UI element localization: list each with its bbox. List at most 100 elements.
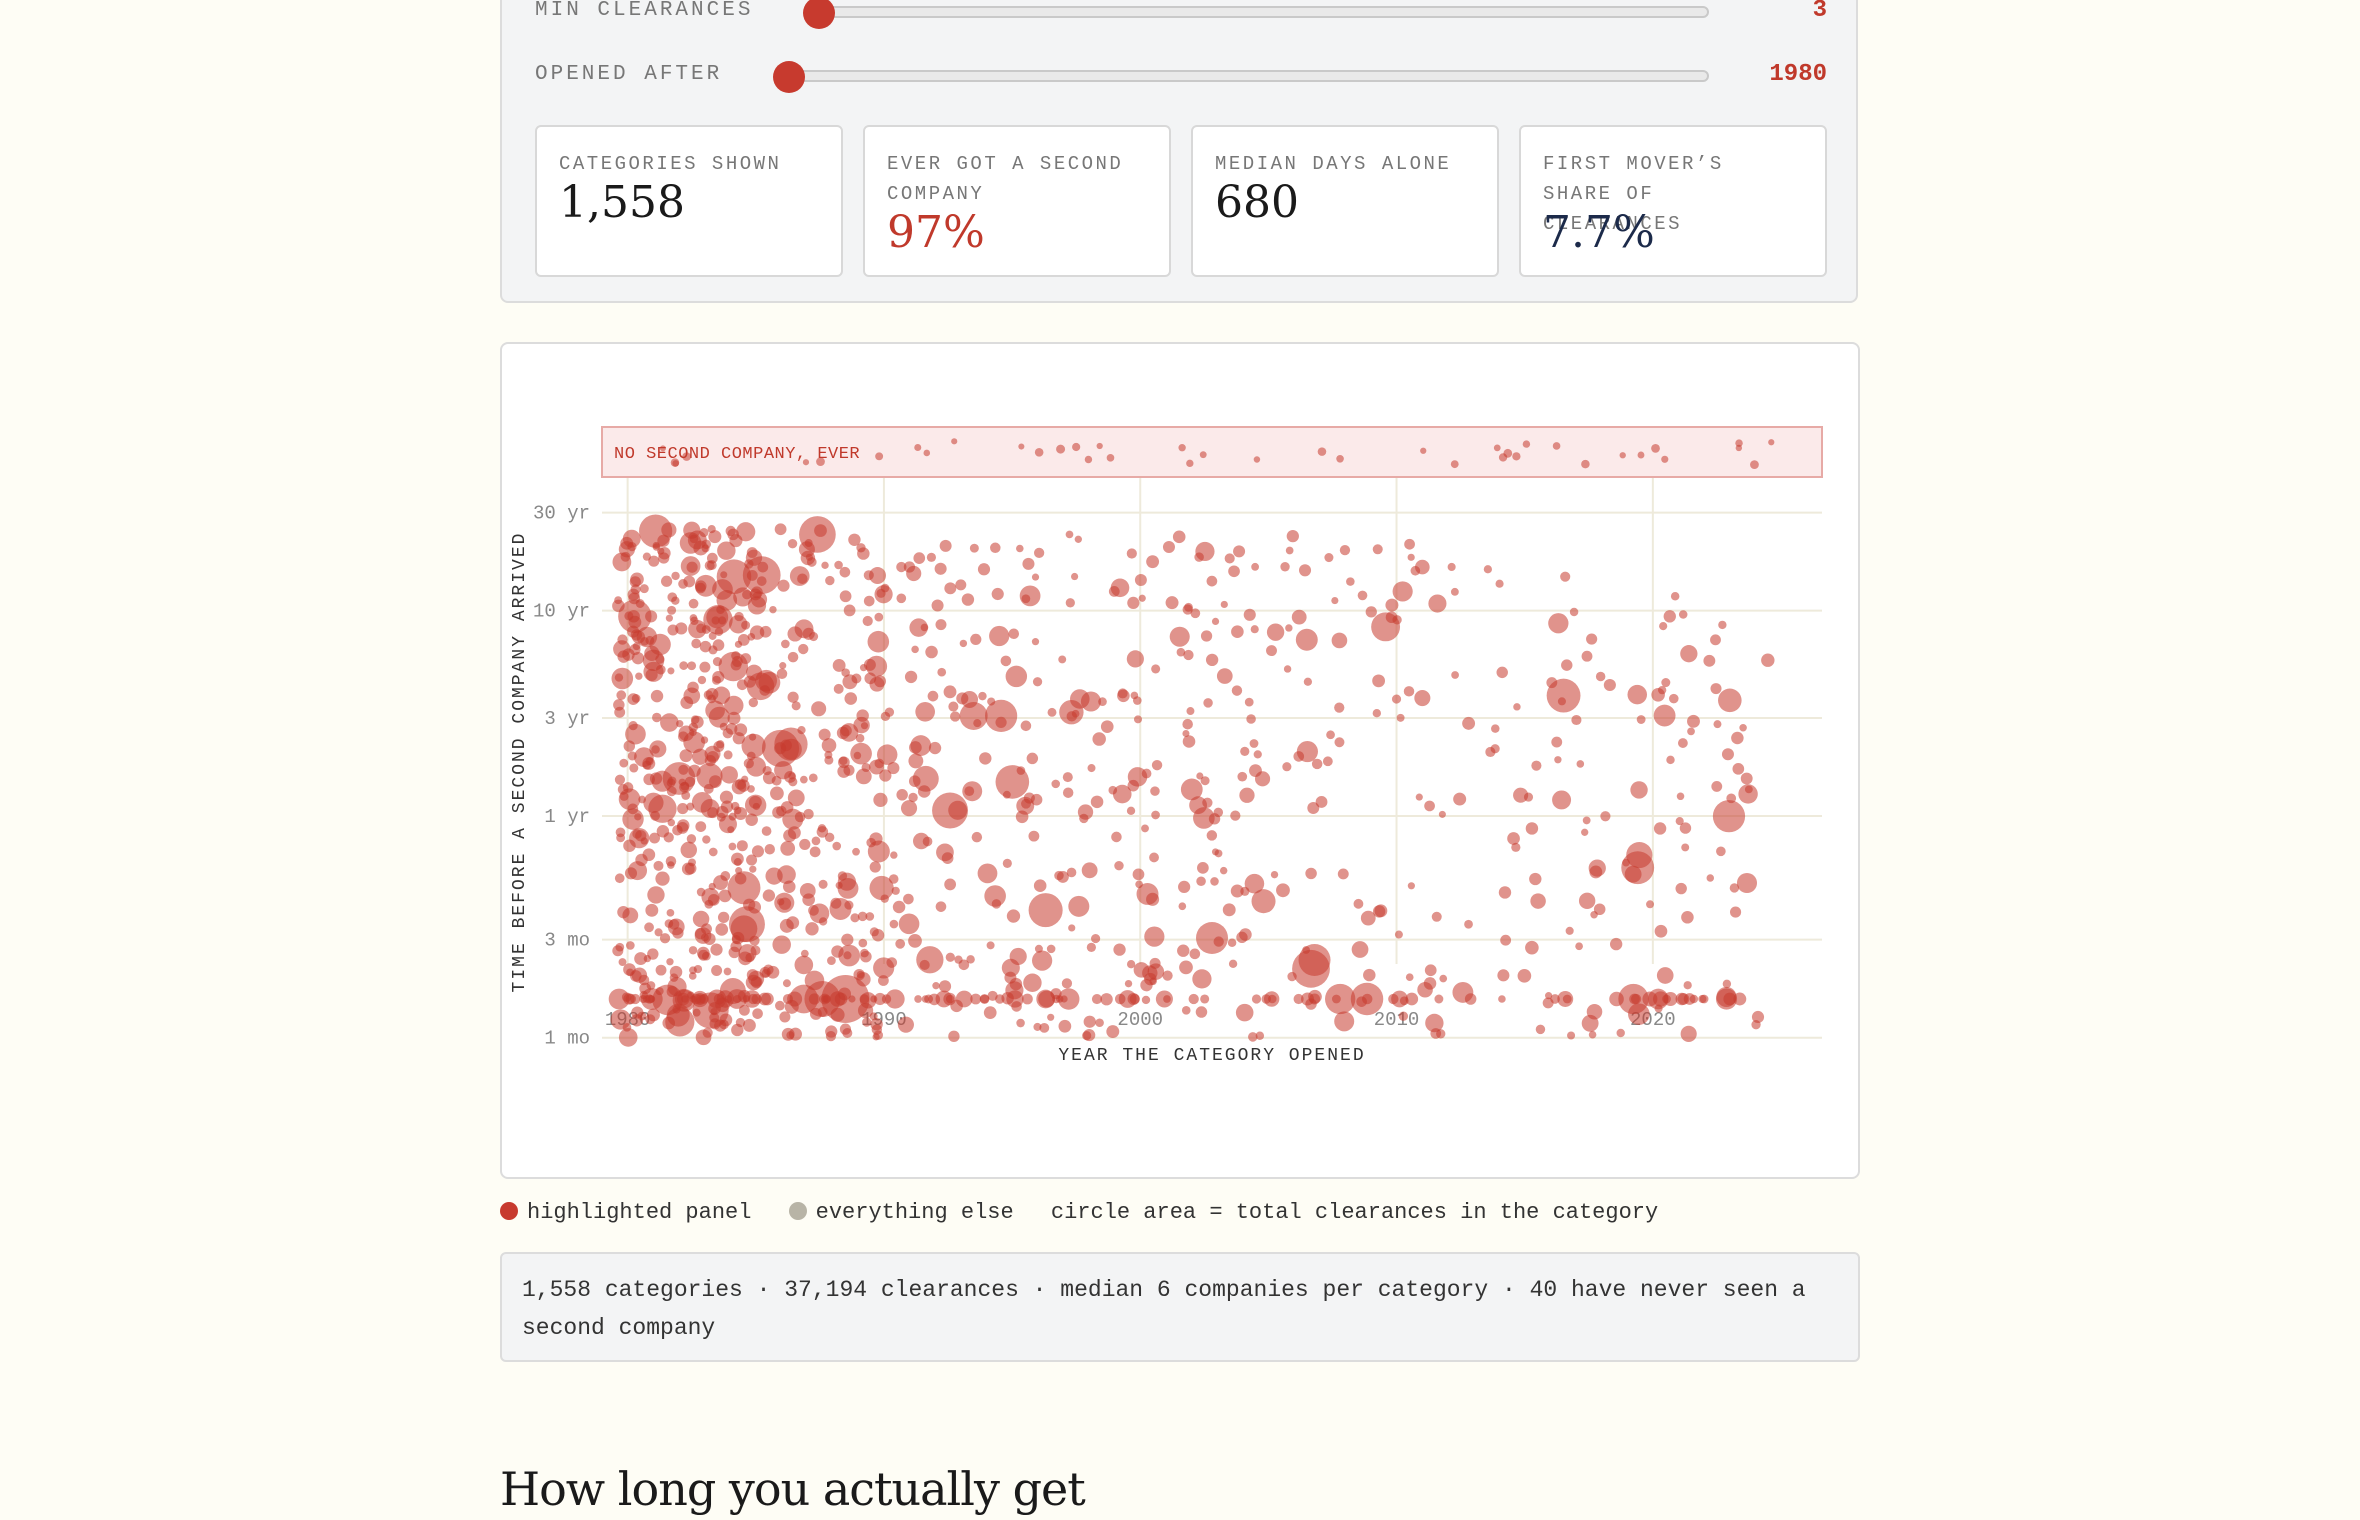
data-point: [1740, 772, 1753, 785]
data-point: [751, 845, 765, 858]
min-clearances-track[interactable]: [807, 6, 1709, 18]
data-point: [761, 826, 772, 836]
data-point: [1022, 557, 1035, 570]
data-point: [1182, 729, 1190, 738]
data-point: [1177, 944, 1190, 957]
data-point: [665, 855, 677, 867]
data-point: [970, 633, 982, 646]
data-point: [1127, 596, 1140, 610]
data-point: [1033, 879, 1047, 892]
data-point: [1205, 653, 1219, 667]
data-point: [1231, 685, 1243, 696]
data-point: [717, 911, 730, 924]
data-point: [624, 867, 638, 880]
data-point: [660, 575, 673, 587]
data-point: [1138, 594, 1146, 602]
data-point: [671, 571, 680, 581]
data-point: [1197, 862, 1209, 874]
data-point: [1151, 759, 1163, 771]
data-point: [800, 949, 809, 958]
data-point: [1183, 649, 1194, 661]
data-point: [1224, 553, 1235, 564]
data-point: [1324, 553, 1334, 563]
data-point: [1031, 573, 1040, 581]
data-point: [1000, 655, 1012, 667]
data-point: [944, 878, 957, 891]
data-point: [678, 579, 688, 589]
data-point: [797, 573, 808, 584]
data-point: [1126, 548, 1137, 559]
data-point: [680, 556, 701, 576]
data-point: [1733, 992, 1747, 1006]
data-point: [1046, 944, 1056, 954]
data-point: [649, 832, 661, 844]
data-point: [1407, 553, 1415, 561]
legend-highlighted-label: highlighted panel: [527, 1200, 752, 1225]
data-point: [669, 973, 679, 982]
data-point: [1113, 943, 1126, 956]
data-point: [761, 969, 770, 978]
data-point: [1751, 1010, 1765, 1024]
data-point: [804, 539, 813, 548]
data-point: [839, 590, 852, 603]
data-point: [1535, 1024, 1546, 1035]
data-point: [1070, 689, 1090, 709]
data-point: [867, 630, 890, 653]
data-point: [1126, 650, 1144, 668]
data-point: [1286, 530, 1299, 543]
opened-after-thumb[interactable]: [773, 61, 805, 93]
data-point: [1588, 859, 1606, 877]
data-point: [900, 800, 918, 817]
data-point: [667, 667, 675, 675]
data-point: [1151, 810, 1160, 820]
data-point: [782, 808, 804, 830]
data-point: [623, 993, 635, 1005]
data-point: [660, 713, 679, 732]
data-point: [825, 575, 835, 586]
data-point: [821, 561, 829, 570]
data-point: [787, 789, 805, 807]
data-point: [1083, 1015, 1096, 1028]
data-point: [1124, 979, 1133, 988]
min-clearances-thumb[interactable]: [803, 0, 835, 29]
data-point: [1392, 581, 1413, 602]
data-point: [684, 776, 696, 788]
data-point: [634, 952, 648, 966]
data-point: [1276, 883, 1290, 898]
data-point: [814, 524, 827, 537]
data-point: [945, 952, 955, 962]
no-second-point: [1253, 456, 1261, 463]
data-point: [629, 763, 639, 773]
data-point: [1679, 822, 1692, 834]
data-point: [1331, 597, 1339, 605]
chart-legend: highlighted panel everything else circle…: [500, 1200, 1682, 1225]
data-point: [1560, 571, 1571, 582]
data-point: [774, 892, 795, 913]
data-point: [1244, 873, 1265, 894]
data-point: [1334, 737, 1345, 748]
data-point: [1196, 772, 1204, 780]
data-point: [920, 623, 929, 632]
opened-after-track[interactable]: [775, 70, 1709, 82]
data-point: [1285, 624, 1293, 632]
data-point: [1047, 1013, 1055, 1021]
data-point: [688, 946, 698, 955]
no-second-point: [672, 460, 679, 467]
data-point: [1581, 828, 1589, 836]
data-point: [1282, 762, 1292, 772]
data-point: [741, 733, 766, 758]
data-point: [1022, 993, 1033, 1005]
data-point: [1127, 993, 1140, 1005]
data-point: [627, 693, 640, 705]
data-point: [719, 722, 728, 731]
data-point: [1365, 606, 1377, 618]
data-point: [748, 993, 759, 1005]
data-point: [1511, 842, 1521, 852]
data-point: [955, 990, 973, 1008]
data-point: [961, 593, 975, 606]
no-second-point: [1619, 452, 1626, 459]
data-point: [1251, 562, 1260, 571]
data-point: [715, 923, 729, 936]
data-point: [644, 922, 654, 933]
data-point: [1450, 587, 1459, 596]
